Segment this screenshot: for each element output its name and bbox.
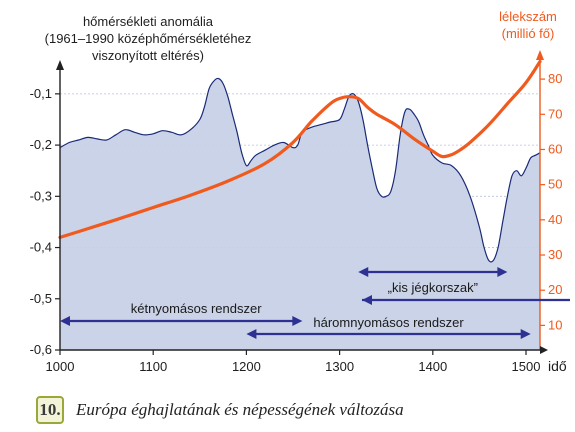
ketnyomasos-arrow-head-left	[60, 316, 70, 326]
annotations: „kis jégkorszak” kétnyomásos rendszer háro…	[60, 267, 570, 339]
jegkorszak-arrow-head-left	[358, 267, 369, 277]
x-axis-arrowhead	[540, 346, 548, 354]
right-tick-label-5: 60	[548, 141, 562, 156]
right-tick-label-2: 30	[548, 247, 562, 262]
left-axis: -0,1 -0,2 -0,3 -0,4 -0,5 -0,6	[30, 60, 64, 357]
temperature-anomaly-line	[59, 77, 541, 263]
jegkorszak-extension-head	[362, 295, 372, 305]
x-tick-label-4: 1400	[418, 359, 447, 374]
temperature-anomaly-area	[60, 78, 540, 351]
left-axis-title-line-2: (1961–1990 középhőmérsékletéhez	[45, 31, 252, 46]
left-axis-title-line-3: viszonyított eltérés)	[92, 48, 204, 63]
left-axis-arrowhead	[56, 60, 64, 70]
haromnyomasos-label: háromnyomásos rendszer	[313, 315, 464, 330]
left-tick-label-3: -0,4	[30, 240, 52, 255]
jegkorszak-arrow-head-right	[497, 267, 508, 277]
figure-caption-text: Európa éghajlatának és népességének vált…	[76, 400, 404, 419]
left-axis-title-line-1: hőmérsékleti anomália	[83, 14, 214, 29]
figure-number: 10.	[36, 396, 64, 424]
ketnyomasos-label: kétnyomásos rendszer	[131, 301, 262, 316]
x-tick-label-3: 1300	[325, 359, 354, 374]
left-tick-label-1: -0,2	[30, 137, 52, 152]
climate-population-chart: -0,1 -0,2 -0,3 -0,4 -0,5 -0,6 10 20 30 40 50 60 70 8…	[30, 9, 570, 374]
right-axis: 10 20 30 40 50 60 70 80	[536, 50, 562, 350]
right-tick-label-7: 80	[548, 71, 562, 86]
left-tick-label-2: -0,3	[30, 188, 52, 203]
right-axis-title-line-1: lélekszám	[499, 9, 557, 24]
haromnyomasos-arrow-head-left	[246, 329, 257, 339]
right-tick-label-0: 10	[548, 317, 562, 332]
right-tick-label-1: 20	[548, 282, 562, 297]
figure-caption: 10. Európa éghajlatának és népességének …	[36, 396, 404, 424]
x-axis: 1000 1100 1200 1300 1400 1500	[46, 346, 548, 374]
x-tick-label-5: 1500	[512, 359, 541, 374]
right-tick-label-6: 70	[548, 106, 562, 121]
jegkorszak-label: „kis jégkorszak”	[388, 280, 478, 295]
left-tick-label-4: -0,5	[30, 291, 52, 306]
left-tick-label-5: -0,6	[30, 342, 52, 357]
population-line	[58, 59, 542, 239]
x-axis-title: idő	[548, 358, 567, 374]
ketnyomasos-arrow-head-right	[292, 316, 303, 326]
left-tick-label-0: -0,1	[30, 86, 52, 101]
haromnyomasos-arrow-head-right	[520, 329, 531, 339]
x-tick-label-0: 1000	[46, 359, 75, 374]
right-axis-arrowhead	[536, 50, 544, 60]
x-tick-label-1: 1100	[139, 359, 167, 374]
right-axis-title-line-2: (millió fő)	[502, 26, 555, 41]
right-tick-label-4: 50	[548, 177, 562, 192]
x-tick-label-2: 1200	[232, 359, 261, 374]
right-tick-label-3: 40	[548, 212, 562, 227]
